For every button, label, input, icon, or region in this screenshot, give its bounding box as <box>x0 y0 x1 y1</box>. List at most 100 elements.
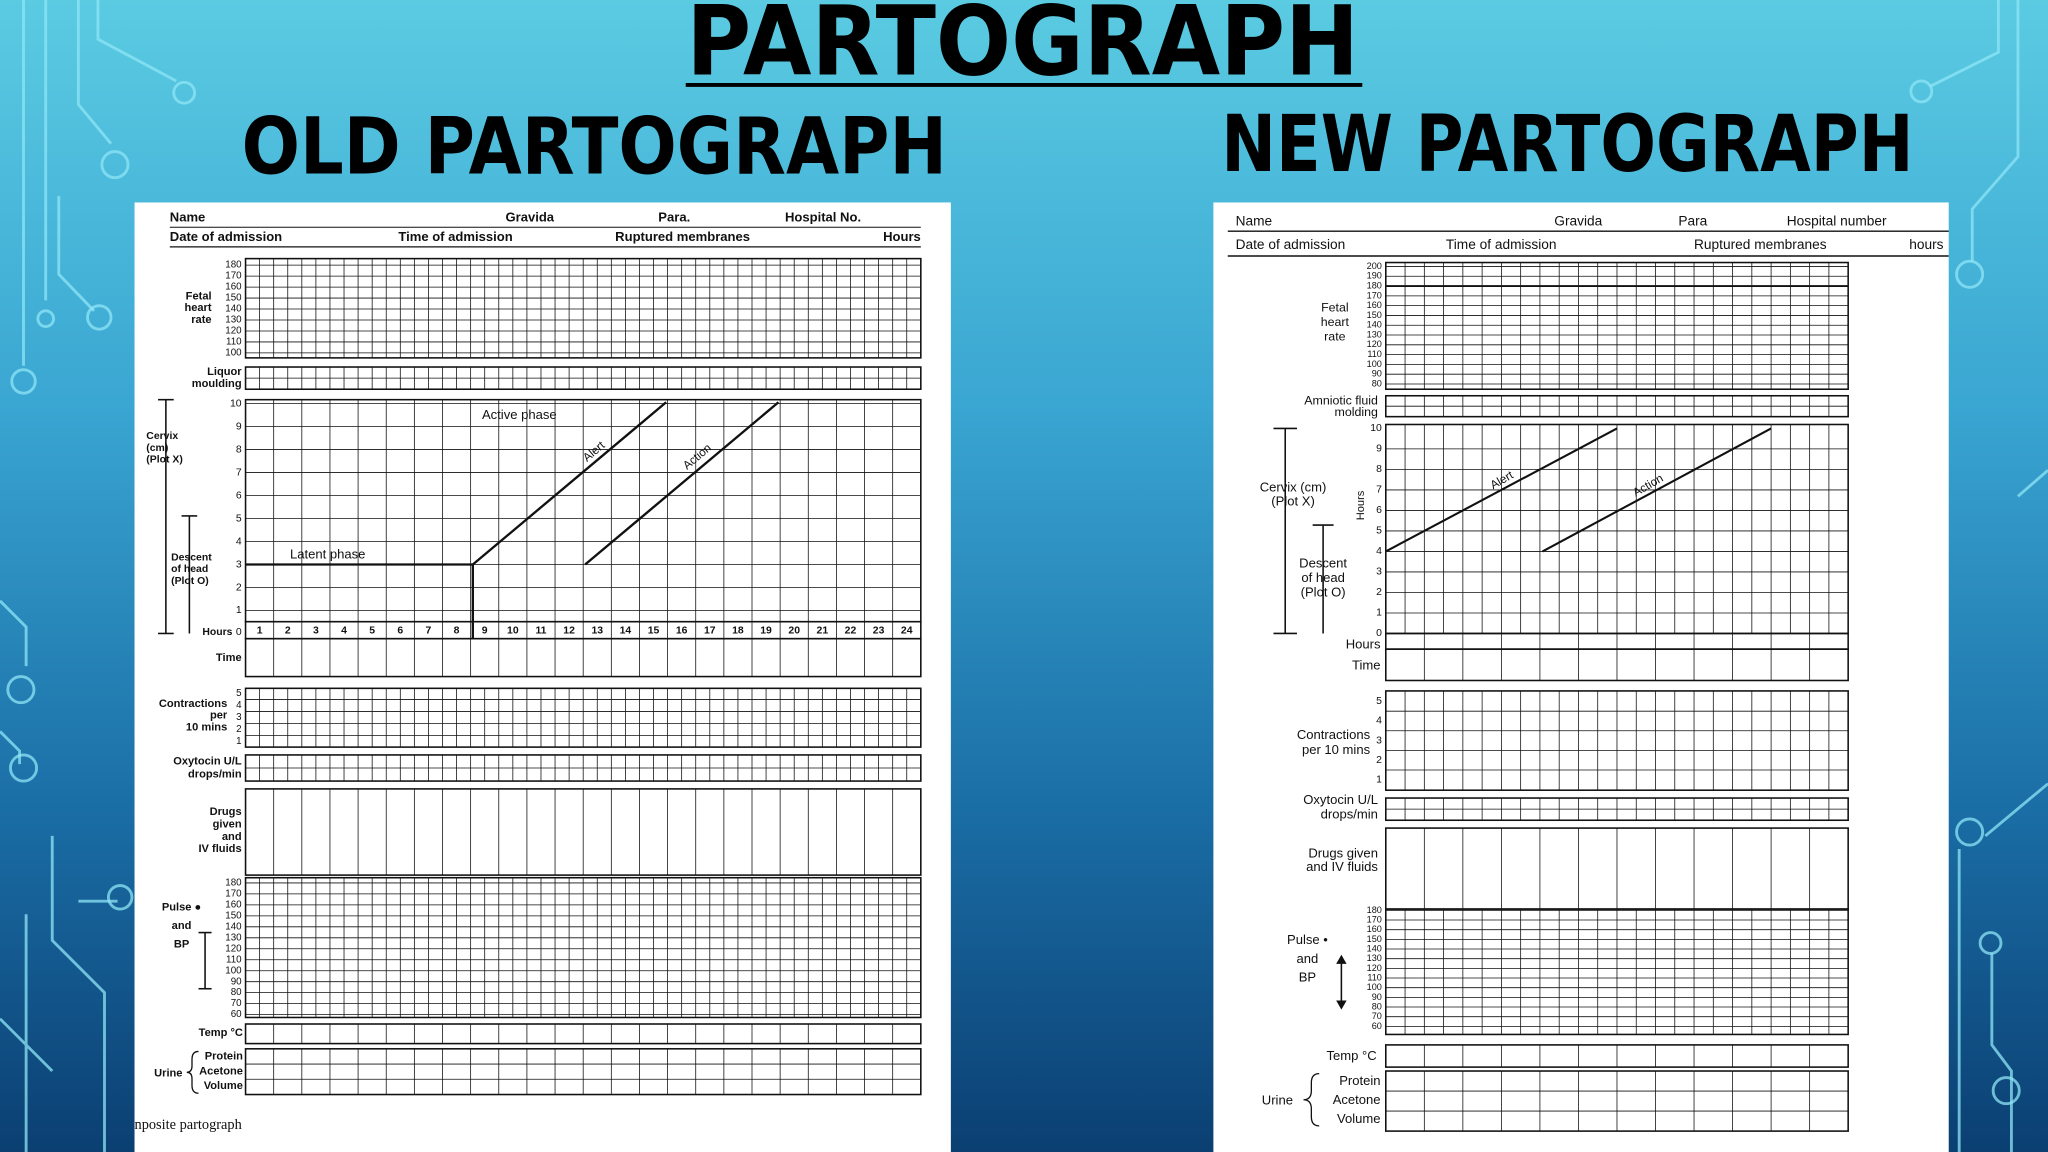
scale-label: 160 <box>225 282 242 293</box>
hour-number: 6 <box>397 626 403 637</box>
hour-number: 8 <box>454 626 460 637</box>
label: Acetone <box>1333 1092 1381 1107</box>
label: Oxytocin U/L <box>173 755 242 767</box>
label: Time <box>216 652 242 664</box>
scale-label: 100 <box>225 348 242 359</box>
scale-label: 170 <box>1367 290 1382 300</box>
scale-label: 180 <box>225 878 242 889</box>
hour-number: 15 <box>648 626 660 637</box>
label: Liquor <box>207 366 242 378</box>
header-field: Para <box>1678 214 1707 229</box>
scale-label: 2 <box>236 724 241 735</box>
scale-label: 0 <box>1376 628 1382 639</box>
label: Descent <box>1299 556 1347 571</box>
label: drops/min <box>1321 806 1378 821</box>
scale-label: 3 <box>1376 567 1382 578</box>
scale-label: 10 <box>230 398 242 409</box>
label: per 10 mins <box>1302 742 1371 757</box>
scale-label: 7 <box>236 467 242 478</box>
scale-label: 60 <box>1372 1021 1382 1031</box>
scale-label: 90 <box>1372 992 1382 1002</box>
header-field: Time of admission <box>1446 237 1557 252</box>
hour-number: 3 <box>313 626 319 637</box>
scale-label: 110 <box>226 337 242 348</box>
scale-label: 1 <box>1376 775 1382 786</box>
old-heading: OLD PARTOGRAPH <box>242 102 947 193</box>
action-line <box>584 401 780 566</box>
alert-line <box>1385 427 1618 553</box>
label: Oxytocin U/L <box>1303 792 1378 807</box>
scale-label: 140 <box>1367 320 1382 330</box>
scale-label: 0 <box>236 627 242 638</box>
scale-label: 6 <box>236 490 242 501</box>
scale-label: 170 <box>1367 914 1382 924</box>
hour-number: 18 <box>732 626 744 637</box>
hour-number: 19 <box>760 626 772 637</box>
scale-label: 130 <box>1367 953 1382 963</box>
label: BP <box>174 938 190 950</box>
label: Volume <box>1337 1111 1381 1126</box>
header-field: Date of admission <box>170 229 282 244</box>
scale-label: 180 <box>225 260 242 271</box>
action-line <box>1542 427 1772 553</box>
caption: nposite partograph <box>135 1117 242 1133</box>
scale-label: 100 <box>1367 359 1382 369</box>
label: Urine <box>154 1068 182 1080</box>
label: Descent <box>171 552 212 563</box>
header-field: hours <box>1909 237 1943 252</box>
new-heading: NEW PARTOGRAPH <box>1221 99 1913 190</box>
label: and IV fluids <box>1306 859 1378 874</box>
label: and <box>172 920 192 932</box>
scale-label: 140 <box>225 304 242 315</box>
scale-label: 2 <box>1376 587 1382 598</box>
hour-number: 2 <box>285 626 291 637</box>
label: Drugs given <box>1308 845 1378 860</box>
label: Temp °C <box>1326 1048 1376 1063</box>
scale-label: 3 <box>1376 735 1382 746</box>
label: BP <box>1299 970 1317 985</box>
scale-label: 5 <box>1376 696 1382 707</box>
label: heart <box>184 302 211 314</box>
label: Pulse • <box>1287 932 1328 947</box>
slide-title: PARTOGRAPH <box>686 0 1359 97</box>
scale-label: 200 <box>1367 261 1382 271</box>
scale-label: 170 <box>225 271 242 282</box>
scale-label: 80 <box>231 987 242 998</box>
scale-label: 180 <box>1367 280 1382 290</box>
header-field: Name <box>1236 214 1273 229</box>
scale-label: 1 <box>1376 608 1382 619</box>
label: Amniotic fluid <box>1304 393 1378 407</box>
scale-label: 9 <box>1376 444 1382 455</box>
scale-label: 160 <box>1367 924 1382 934</box>
circuit-decoration-right <box>1909 0 2048 1152</box>
label: Temp °C <box>199 1027 243 1039</box>
header-field: Time of admission <box>398 229 512 244</box>
label: Protein <box>205 1051 243 1063</box>
label: Hours <box>202 627 232 638</box>
scale-label: 4 <box>1376 716 1382 727</box>
scale-label: 100 <box>1367 982 1382 992</box>
header-field: Name <box>170 210 206 225</box>
scale-label: 110 <box>226 954 242 965</box>
hour-number: 17 <box>704 626 716 637</box>
scale-label: 60 <box>231 1009 242 1020</box>
label: heart <box>1321 315 1350 329</box>
scale-label: 2 <box>1376 755 1382 766</box>
scale-label: 5 <box>236 688 242 699</box>
header-field: Ruptured membranes <box>615 229 750 244</box>
scale-label: 4 <box>1376 546 1382 557</box>
scale-label: 1 <box>236 605 242 616</box>
hour-number: 13 <box>591 626 603 637</box>
hour-number: 24 <box>901 626 913 637</box>
label: (Plot X) <box>146 455 183 466</box>
label: Fetal <box>1321 301 1349 315</box>
header-field: Hospital No. <box>785 210 861 225</box>
label: Protein <box>1339 1073 1380 1088</box>
label: molding <box>1335 405 1379 419</box>
header-field: Gravida <box>1554 214 1602 229</box>
scale-label: 5 <box>1376 526 1382 537</box>
scale-label: 4 <box>236 700 242 711</box>
scale-label: 8 <box>1376 464 1382 475</box>
new-partograph-sheet <box>1213 202 1949 1152</box>
